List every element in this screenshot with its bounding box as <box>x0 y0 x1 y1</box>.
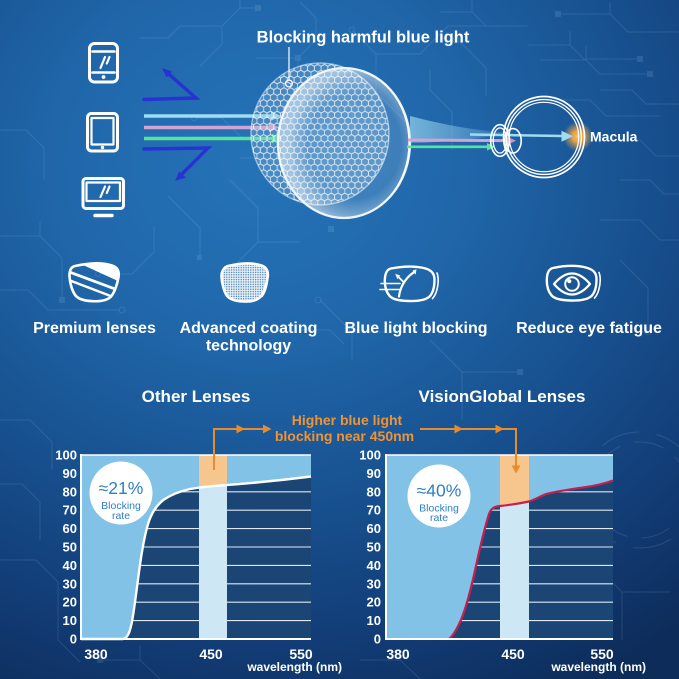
svg-text:wavelength (nm): wavelength (nm) <box>550 660 646 674</box>
svg-text:10: 10 <box>367 613 381 628</box>
svg-text:Premium lenses: Premium lenses <box>33 320 156 337</box>
svg-text:Other Lenses: Other Lenses <box>142 387 251 406</box>
svg-text:VisionGlobal Lenses: VisionGlobal Lenses <box>419 387 586 406</box>
svg-text:30: 30 <box>63 576 77 591</box>
svg-text:technology: technology <box>206 338 291 355</box>
svg-text:60: 60 <box>63 521 77 536</box>
svg-text:100: 100 <box>55 448 77 463</box>
svg-text:Advanced coating: Advanced coating <box>180 320 318 337</box>
svg-text:550: 550 <box>590 646 614 662</box>
svg-text:0: 0 <box>70 632 77 647</box>
svg-text:0: 0 <box>374 632 381 647</box>
svg-text:≈21%: ≈21% <box>99 478 144 498</box>
svg-text:70: 70 <box>63 503 77 518</box>
svg-text:50: 50 <box>63 540 77 555</box>
svg-text:Blue light blocking: Blue light blocking <box>344 320 487 337</box>
svg-text:wavelength (nm): wavelength (nm) <box>246 660 342 674</box>
svg-text:20: 20 <box>63 595 77 610</box>
svg-text:Blocking: Blocking <box>419 503 459 515</box>
svg-text:≈40%: ≈40% <box>417 481 462 501</box>
svg-text:40: 40 <box>63 558 77 573</box>
svg-text:380: 380 <box>84 646 108 662</box>
svg-text:50: 50 <box>367 540 381 555</box>
svg-text:450: 450 <box>199 646 223 662</box>
svg-text:90: 90 <box>367 466 381 481</box>
svg-text:550: 550 <box>289 646 313 662</box>
svg-text:70: 70 <box>367 503 381 518</box>
svg-text:40: 40 <box>367 558 381 573</box>
svg-text:Blocking: Blocking <box>101 500 141 512</box>
svg-text:60: 60 <box>367 521 381 536</box>
svg-text:rate: rate <box>112 510 130 522</box>
svg-text:Blocking harmful blue light: Blocking harmful blue light <box>257 29 470 47</box>
svg-text:20: 20 <box>367 595 381 610</box>
svg-text:90: 90 <box>63 466 77 481</box>
svg-text:Higher blue light: Higher blue light <box>292 412 403 428</box>
svg-text:380: 380 <box>386 646 410 662</box>
svg-text:Reduce eye fatigue: Reduce eye fatigue <box>516 320 662 337</box>
svg-text:30: 30 <box>367 576 381 591</box>
svg-text:Macula: Macula <box>590 129 638 145</box>
svg-text:80: 80 <box>63 484 77 499</box>
svg-text:rate: rate <box>430 512 448 524</box>
svg-text:100: 100 <box>359 448 381 463</box>
svg-text:80: 80 <box>367 484 381 499</box>
svg-text:450: 450 <box>501 646 525 662</box>
svg-text:10: 10 <box>63 613 77 628</box>
svg-text:blocking near 450nm: blocking near 450nm <box>275 428 414 444</box>
